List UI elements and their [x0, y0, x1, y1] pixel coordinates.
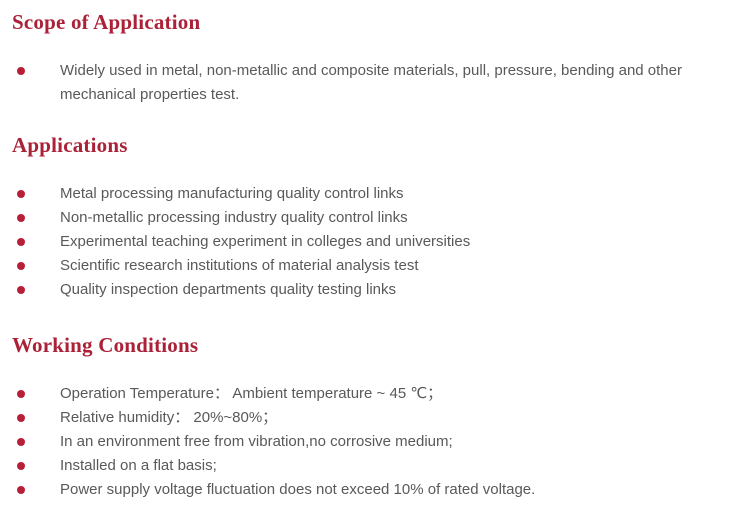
bullet-icon [17, 190, 25, 198]
bullet-icon [17, 390, 25, 398]
list-item: In an environment free from vibration,no… [0, 430, 750, 454]
list-item-text: Installed on a flat basis; [60, 457, 217, 474]
list-item-text: Metal processing manufacturing quality c… [60, 185, 404, 202]
bullet-list: Metal processing manufacturing quality c… [0, 182, 750, 302]
list-item-text: Relative humidity： 20%~80%； [60, 409, 278, 426]
list-item: Experimental teaching experiment in coll… [0, 230, 750, 254]
list-item: Widely used in metal, non-metallic and c… [0, 59, 750, 107]
bullet-icon [17, 286, 25, 294]
section-title: Applications [12, 133, 128, 157]
section-working-conditions: Working Conditions Operation Temperature… [0, 333, 750, 502]
section-title: Scope of Application [12, 10, 201, 34]
list-item: Power supply voltage fluctuation does no… [0, 478, 750, 502]
bullet-icon [17, 462, 25, 470]
list-item: Operation Temperature： Ambient temperatu… [0, 382, 750, 406]
bullet-icon [17, 262, 25, 270]
list-item-text: Quality inspection departments quality t… [60, 281, 397, 298]
list-item-text: Power supply voltage fluctuation does no… [60, 481, 536, 498]
list-item: Quality inspection departments quality t… [0, 278, 750, 302]
bullet-list: Operation Temperature： Ambient temperatu… [0, 382, 750, 502]
section-applications: Applications Metal processing manufactur… [0, 133, 750, 302]
bullet-icon [17, 238, 25, 246]
list-item: Non-metallic processing industry quality… [0, 206, 750, 230]
bullet-icon [17, 438, 25, 446]
list-item-text: In an environment free from vibration,no… [60, 433, 453, 450]
bullet-icon [17, 414, 25, 422]
list-item: Metal processing manufacturing quality c… [0, 182, 750, 206]
list-item-text: Widely used in metal, non-metallic and c… [60, 62, 682, 103]
bullet-icon [17, 486, 25, 494]
section-scope-of-application: Scope of Application Widely used in meta… [0, 10, 750, 107]
list-item: Relative humidity： 20%~80%； [0, 406, 750, 430]
list-item-text: Scientific research institutions of mate… [60, 257, 419, 274]
list-item: Installed on a flat basis; [0, 454, 750, 478]
list-item: Scientific research institutions of mate… [0, 254, 750, 278]
bullet-list: Widely used in metal, non-metallic and c… [0, 59, 750, 107]
section-title: Working Conditions [12, 333, 199, 357]
bullet-icon [17, 214, 25, 222]
list-item-text: Non-metallic processing industry quality… [60, 209, 408, 226]
list-item-text: Operation Temperature： Ambient temperatu… [60, 385, 443, 402]
bullet-icon [17, 67, 25, 75]
list-item-text: Experimental teaching experiment in coll… [60, 233, 471, 250]
